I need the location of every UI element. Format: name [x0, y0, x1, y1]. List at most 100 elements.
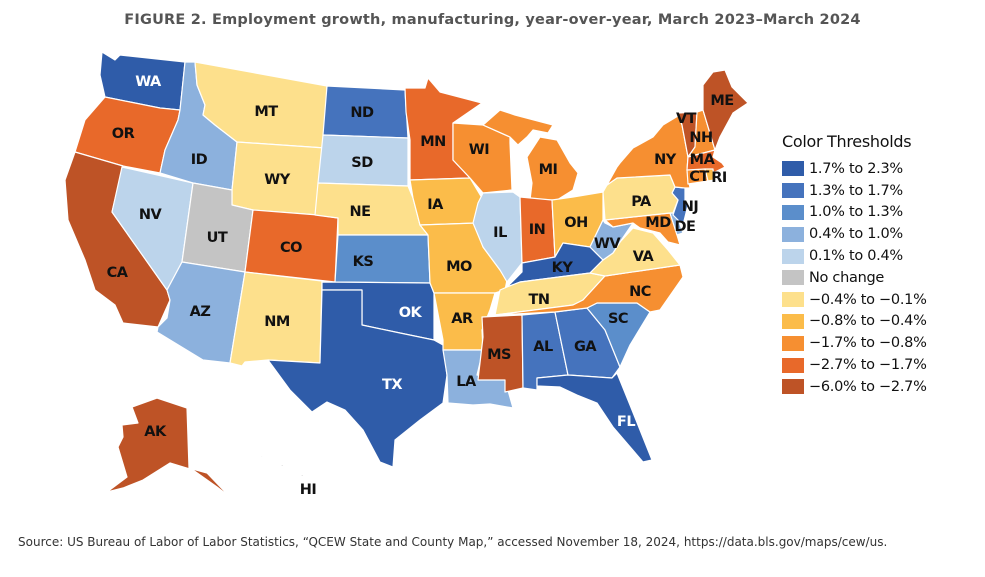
state-label-ne: NE	[349, 204, 370, 220]
state-label-nv: NV	[139, 207, 163, 223]
state-label-ia: IA	[427, 197, 444, 213]
state-label-ak: AK	[144, 424, 167, 440]
state-label-pa: PA	[631, 194, 652, 210]
legend-label: −0.8% to −0.4%	[809, 313, 927, 330]
state-label-md: MD	[645, 215, 671, 231]
legend-swatch	[782, 204, 804, 220]
state-label-id: ID	[191, 152, 208, 168]
state-label-in: IN	[529, 222, 546, 238]
legend-label: 0.1% to 0.4%	[809, 248, 903, 265]
state-label-sd: SD	[351, 155, 373, 171]
state-label-co: CO	[280, 240, 302, 256]
legend-swatch	[782, 313, 804, 329]
legend-label: −0.4% to −0.1%	[809, 291, 927, 308]
legend-label: −1.7% to −0.8%	[809, 335, 927, 352]
legend-label: 1.7% to 2.3%	[809, 160, 903, 177]
legend-swatch	[782, 379, 804, 395]
legend-label: −2.7% to −1.7%	[809, 357, 927, 374]
state-label-de: DE	[675, 219, 696, 235]
state-label-ca: CA	[107, 265, 129, 281]
state-fl	[536, 372, 653, 463]
state-hi	[305, 481, 311, 487]
state-label-wi: WI	[469, 142, 489, 158]
state-label-al: AL	[533, 339, 553, 355]
legend-item: −0.8% to −0.4%	[782, 311, 927, 333]
state-label-fl: FL	[617, 414, 635, 430]
state-label-ut: UT	[207, 230, 228, 246]
state-labels: WA OR ID MT ND SD WY NE NV UT CO KS CA AZ NM OK TX AR MS AL…	[107, 74, 735, 498]
legend-item: −6.0% to −2.7%	[782, 376, 927, 398]
state-label-hi: HI	[300, 482, 317, 498]
legend-item: 1.0% to 1.3%	[782, 202, 927, 224]
state-label-ny: NY	[654, 152, 677, 168]
state-mi	[482, 109, 554, 146]
legend-swatch	[782, 248, 804, 264]
state-label-ms: MS	[487, 347, 511, 363]
state-label-wy: WY	[264, 172, 290, 188]
state-label-ar: AR	[451, 311, 473, 327]
state-label-wv: WV	[594, 236, 621, 252]
legend-swatch	[782, 183, 804, 199]
state-label-mt: MT	[254, 104, 278, 120]
state-label-oh: OH	[564, 215, 587, 231]
state-label-nj: NJ	[682, 199, 699, 215]
state-hi	[299, 473, 305, 478]
state-label-ct: CT	[689, 169, 709, 185]
state-label-or: OR	[112, 126, 135, 142]
state-label-tx: TX	[382, 377, 402, 393]
state-label-nh: NH	[689, 130, 712, 146]
state-label-tn: TN	[528, 292, 549, 308]
legend-swatch	[782, 161, 804, 177]
state-me	[702, 69, 749, 151]
legend: Color Thresholds 1.7% to 2.3% 1.3% to 1.7…	[782, 132, 927, 398]
state-mi	[526, 136, 579, 201]
legend-swatch	[782, 357, 804, 373]
state-label-ma: MA	[690, 152, 716, 168]
state-label-sc: SC	[608, 311, 628, 327]
legend-label: 1.3% to 1.7%	[809, 182, 903, 199]
state-label-la: LA	[456, 374, 477, 390]
state-label-ky: KY	[552, 260, 574, 276]
legend-label: 0.4% to 1.0%	[809, 226, 903, 243]
figure-title: FIGURE 2. Employment growth, manufacturi…	[124, 12, 861, 28]
state-label-az: AZ	[190, 304, 211, 320]
state-label-nm: NM	[264, 314, 290, 330]
state-il	[472, 191, 523, 283]
state-hi	[279, 463, 285, 468]
state-label-mn: MN	[420, 134, 446, 150]
state-label-ri: RI	[711, 170, 727, 186]
state-hi	[259, 454, 264, 459]
legend-swatch	[782, 292, 804, 308]
legend-swatch	[782, 335, 804, 351]
state-label-mo: MO	[446, 259, 472, 275]
legend-item: 1.7% to 2.3%	[782, 158, 927, 180]
state-nc	[494, 264, 684, 316]
state-ks	[334, 234, 431, 284]
legend-swatch	[782, 226, 804, 242]
state-label-vt: VT	[676, 111, 697, 127]
state-label-ks: KS	[353, 254, 374, 270]
legend-label: −6.0% to −2.7%	[809, 378, 927, 395]
legend-item: 1.3% to 1.7%	[782, 180, 927, 202]
legend-item: −2.7% to −1.7%	[782, 354, 927, 376]
state-tx	[267, 289, 448, 468]
legend-item: −0.4% to −0.1%	[782, 289, 927, 311]
legend-item: 0.1% to 0.4%	[782, 245, 927, 267]
legend-swatch	[782, 270, 804, 286]
legend-item: No change	[782, 267, 927, 289]
state-ak	[106, 397, 231, 498]
legend-label: No change	[809, 269, 884, 286]
legend-label: 1.0% to 1.3%	[809, 204, 903, 221]
state-label-nd: ND	[350, 105, 374, 121]
state-label-nc: NC	[629, 284, 651, 300]
legend-title: Color Thresholds	[782, 132, 912, 151]
state-label-ok: OK	[399, 305, 423, 321]
state-label-va: VA	[633, 249, 655, 265]
state-label-il: IL	[493, 225, 507, 241]
state-label-mi: MI	[539, 162, 558, 178]
state-label-me: ME	[710, 93, 733, 109]
source-note: Source: US Bureau of Labor of Labor Stat…	[18, 535, 888, 549]
state-label-ga: GA	[574, 339, 597, 355]
state-ri	[704, 168, 715, 182]
